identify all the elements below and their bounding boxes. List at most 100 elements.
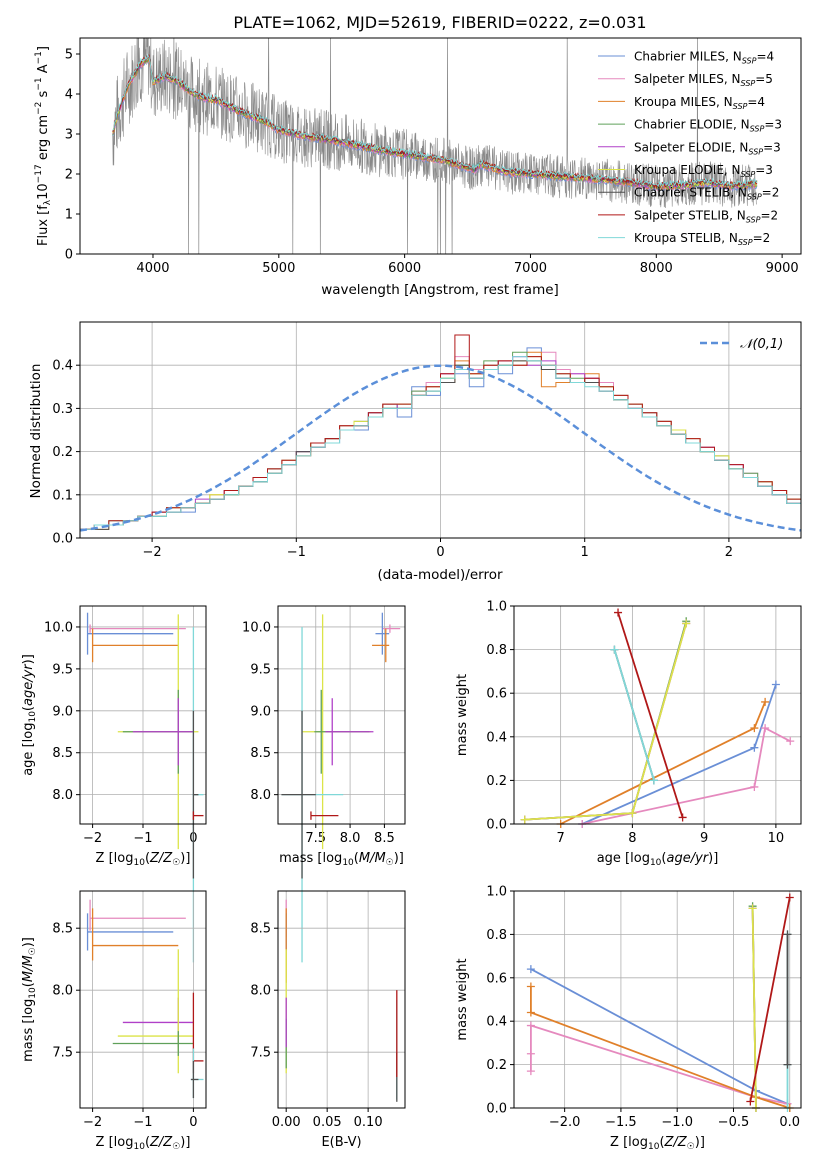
y-tick-label: 8.0 — [52, 788, 73, 803]
x-tick-label: 8.5 — [374, 831, 395, 846]
x-tick-label: −2 — [83, 1115, 102, 1130]
y-tick-label: 0.0 — [486, 818, 507, 833]
histogram-step-kroupa-stelib — [80, 356, 801, 530]
spectrum-plot-area — [112, 38, 758, 254]
panel-mass-vs-Z: −2 −1 0 7.5 8.0 8.5 Z [log10(Z/Z☉)] mass [log10… — [21, 890, 207, 1152]
weight-marker-kroupa-miles — [750, 724, 759, 733]
x-tick-label: 2 — [725, 545, 733, 560]
y-tick-label: 9.5 — [250, 662, 271, 677]
histogram-panel: −2 −1 0 1 2 0.0 0.1 0.2 0.3 0.4 (data-model)/erro… — [28, 321, 802, 583]
histogram-frame — [79, 321, 802, 539]
weight-marker-salpeter-miles — [526, 1049, 535, 1058]
x-tick-label: −2 — [83, 831, 102, 846]
x-tick-label: 7 — [556, 831, 564, 846]
x-tick-label: 5000 — [262, 261, 295, 276]
y-tick-label: 8.5 — [250, 746, 271, 761]
panel-age-vs-Z: −2−108.08.59.09.510.0Z [log10(Z/Z☉)]age … — [21, 605, 207, 963]
y-tick-label: 0.4 — [52, 359, 73, 374]
panel-mass-weight-vs-age: 7 8 9 10 0.0 0.2 0.4 0.6 0.8 1.0 age [log10(age/yr… — [455, 600, 802, 868]
x-tick-label: 4000 — [136, 261, 169, 276]
weight-marker-salpeter-miles — [786, 737, 795, 746]
y-axis-label: age [log10(age/yr)] — [21, 654, 38, 776]
weight-marker-chabrier-miles — [750, 743, 759, 752]
y-tick-label: 9.5 — [52, 662, 73, 677]
weight-marker-kroupa-miles — [526, 1008, 535, 1017]
y-tick-label: 10.0 — [242, 620, 271, 635]
x-axis-label: Z [log10(Z/Z☉)] — [610, 1135, 705, 1152]
weight-marker-kroupa-miles — [761, 697, 770, 706]
y-axis-label: mass [log10(M/M☉)] — [21, 937, 38, 1062]
x-tick-label: 6000 — [388, 261, 421, 276]
legend-label-salpeter-stelib: Salpeter STELIB, NSSP=2 — [634, 208, 778, 224]
x-tick-label: 0 — [189, 1115, 197, 1130]
weight-marker-salpeter-miles — [750, 782, 759, 791]
x-tick-label: −1.0 — [661, 1115, 693, 1130]
legend-label-kroupa-miles: Kroupa MILES, NSSP=4 — [634, 95, 765, 111]
normal-legend-label: 𝒩(0,1) — [740, 337, 783, 352]
y-tick-label: 3 — [65, 128, 73, 143]
normal-curve — [79, 364, 802, 532]
y-tick-label: 2 — [65, 168, 73, 183]
histogram-x-label: (data-model)/error — [377, 567, 503, 583]
y-tick-label: 0.1 — [52, 488, 73, 503]
y-axis-label: mass weight — [455, 674, 470, 756]
y-tick-label: 0.2 — [486, 1058, 507, 1073]
x-tick-label: 7.5 — [305, 831, 326, 846]
weight-marker-salpeter-miles — [526, 1021, 535, 1030]
weight-marker-salpeter-miles — [526, 1067, 535, 1076]
spectrum-frame — [79, 37, 802, 255]
panel-frame — [79, 890, 207, 1109]
x-axis-label: mass [log10(M/M☉)] — [279, 851, 404, 868]
weight-line-salpeter-stelib — [617, 612, 684, 818]
figure-title: PLATE=1062, MJD=52619, FIBERID=0222, z=0… — [233, 13, 646, 32]
y-tick-label: 0.6 — [486, 687, 507, 702]
panel-frame — [277, 605, 406, 825]
x-tick-label: 0.0 — [779, 1115, 800, 1130]
y-axis-label: mass weight — [455, 958, 470, 1040]
histogram-legend: 𝒩(0,1) — [700, 337, 783, 352]
y-tick-label: 0.2 — [486, 774, 507, 789]
legend-label-kroupa-stelib: Kroupa STELIB, NSSP=2 — [634, 231, 770, 247]
y-tick-label: 8.5 — [52, 746, 73, 761]
y-tick-label: 0.6 — [486, 971, 507, 986]
y-tick-label: 7.5 — [52, 1046, 73, 1061]
weight-line-kroupa-stelib — [613, 649, 655, 781]
y-tick-label: 9.0 — [250, 704, 271, 719]
weight-marker-chabrier-stelib — [783, 930, 792, 939]
observed-spectrum-line — [112, 38, 757, 254]
weight-marker-kroupa-stelib — [649, 776, 658, 785]
y-tick-label: 0.3 — [52, 402, 73, 417]
x-tick-label: 7000 — [514, 261, 547, 276]
y-tick-label: 9.0 — [52, 704, 73, 719]
x-axis-label: E(B-V) — [321, 1135, 361, 1150]
weight-line-salpeter-miles — [582, 726, 791, 825]
weight-marker-chabrier-stelib — [783, 1060, 792, 1069]
x-tick-label: 8.0 — [340, 831, 361, 846]
x-tick-label: 8000 — [640, 261, 673, 276]
y-tick-label: 5 — [65, 48, 73, 63]
weight-marker-chabrier-miles — [526, 965, 535, 974]
legend-label-chabrier-miles: Chabrier MILES, NSSP=4 — [634, 50, 774, 66]
y-tick-label: 0.8 — [486, 643, 507, 658]
weight-marker-kroupa-stelib — [610, 645, 619, 654]
x-tick-label: 0.10 — [354, 1115, 383, 1130]
y-tick-label: 8.0 — [250, 984, 271, 999]
x-tick-label: −2 — [143, 545, 162, 560]
x-tick-label: 10 — [768, 831, 785, 846]
spectrum-panel: 4000 5000 6000 7000 8000 9000 0 1 2 3 4 5 wavelengt… — [34, 37, 802, 298]
y-tick-label: 8.5 — [52, 922, 73, 937]
x-tick-label: −0.5 — [718, 1115, 750, 1130]
y-tick-label: 0 — [65, 248, 73, 263]
x-tick-label: 9000 — [766, 261, 799, 276]
legend-label-salpeter-miles: Salpeter MILES, NSSP=5 — [634, 72, 773, 88]
y-tick-label: 0.2 — [52, 445, 73, 460]
x-tick-label: 8 — [628, 831, 636, 846]
spectrum-y-label: Flux [fλ10−17 erg cm−2 s−1 A−1] — [34, 46, 53, 246]
x-tick-label: −1 — [287, 545, 306, 560]
legend-label-kroupa-elodie: Kroupa ELODIE, NSSP=3 — [634, 163, 773, 179]
legend-label-chabrier-stelib: Chabrier STELIB, NSSP=2 — [634, 186, 779, 202]
panel-frame — [277, 890, 406, 1109]
x-tick-label: 9 — [700, 831, 708, 846]
weight-marker-kroupa-elodie — [628, 809, 637, 818]
